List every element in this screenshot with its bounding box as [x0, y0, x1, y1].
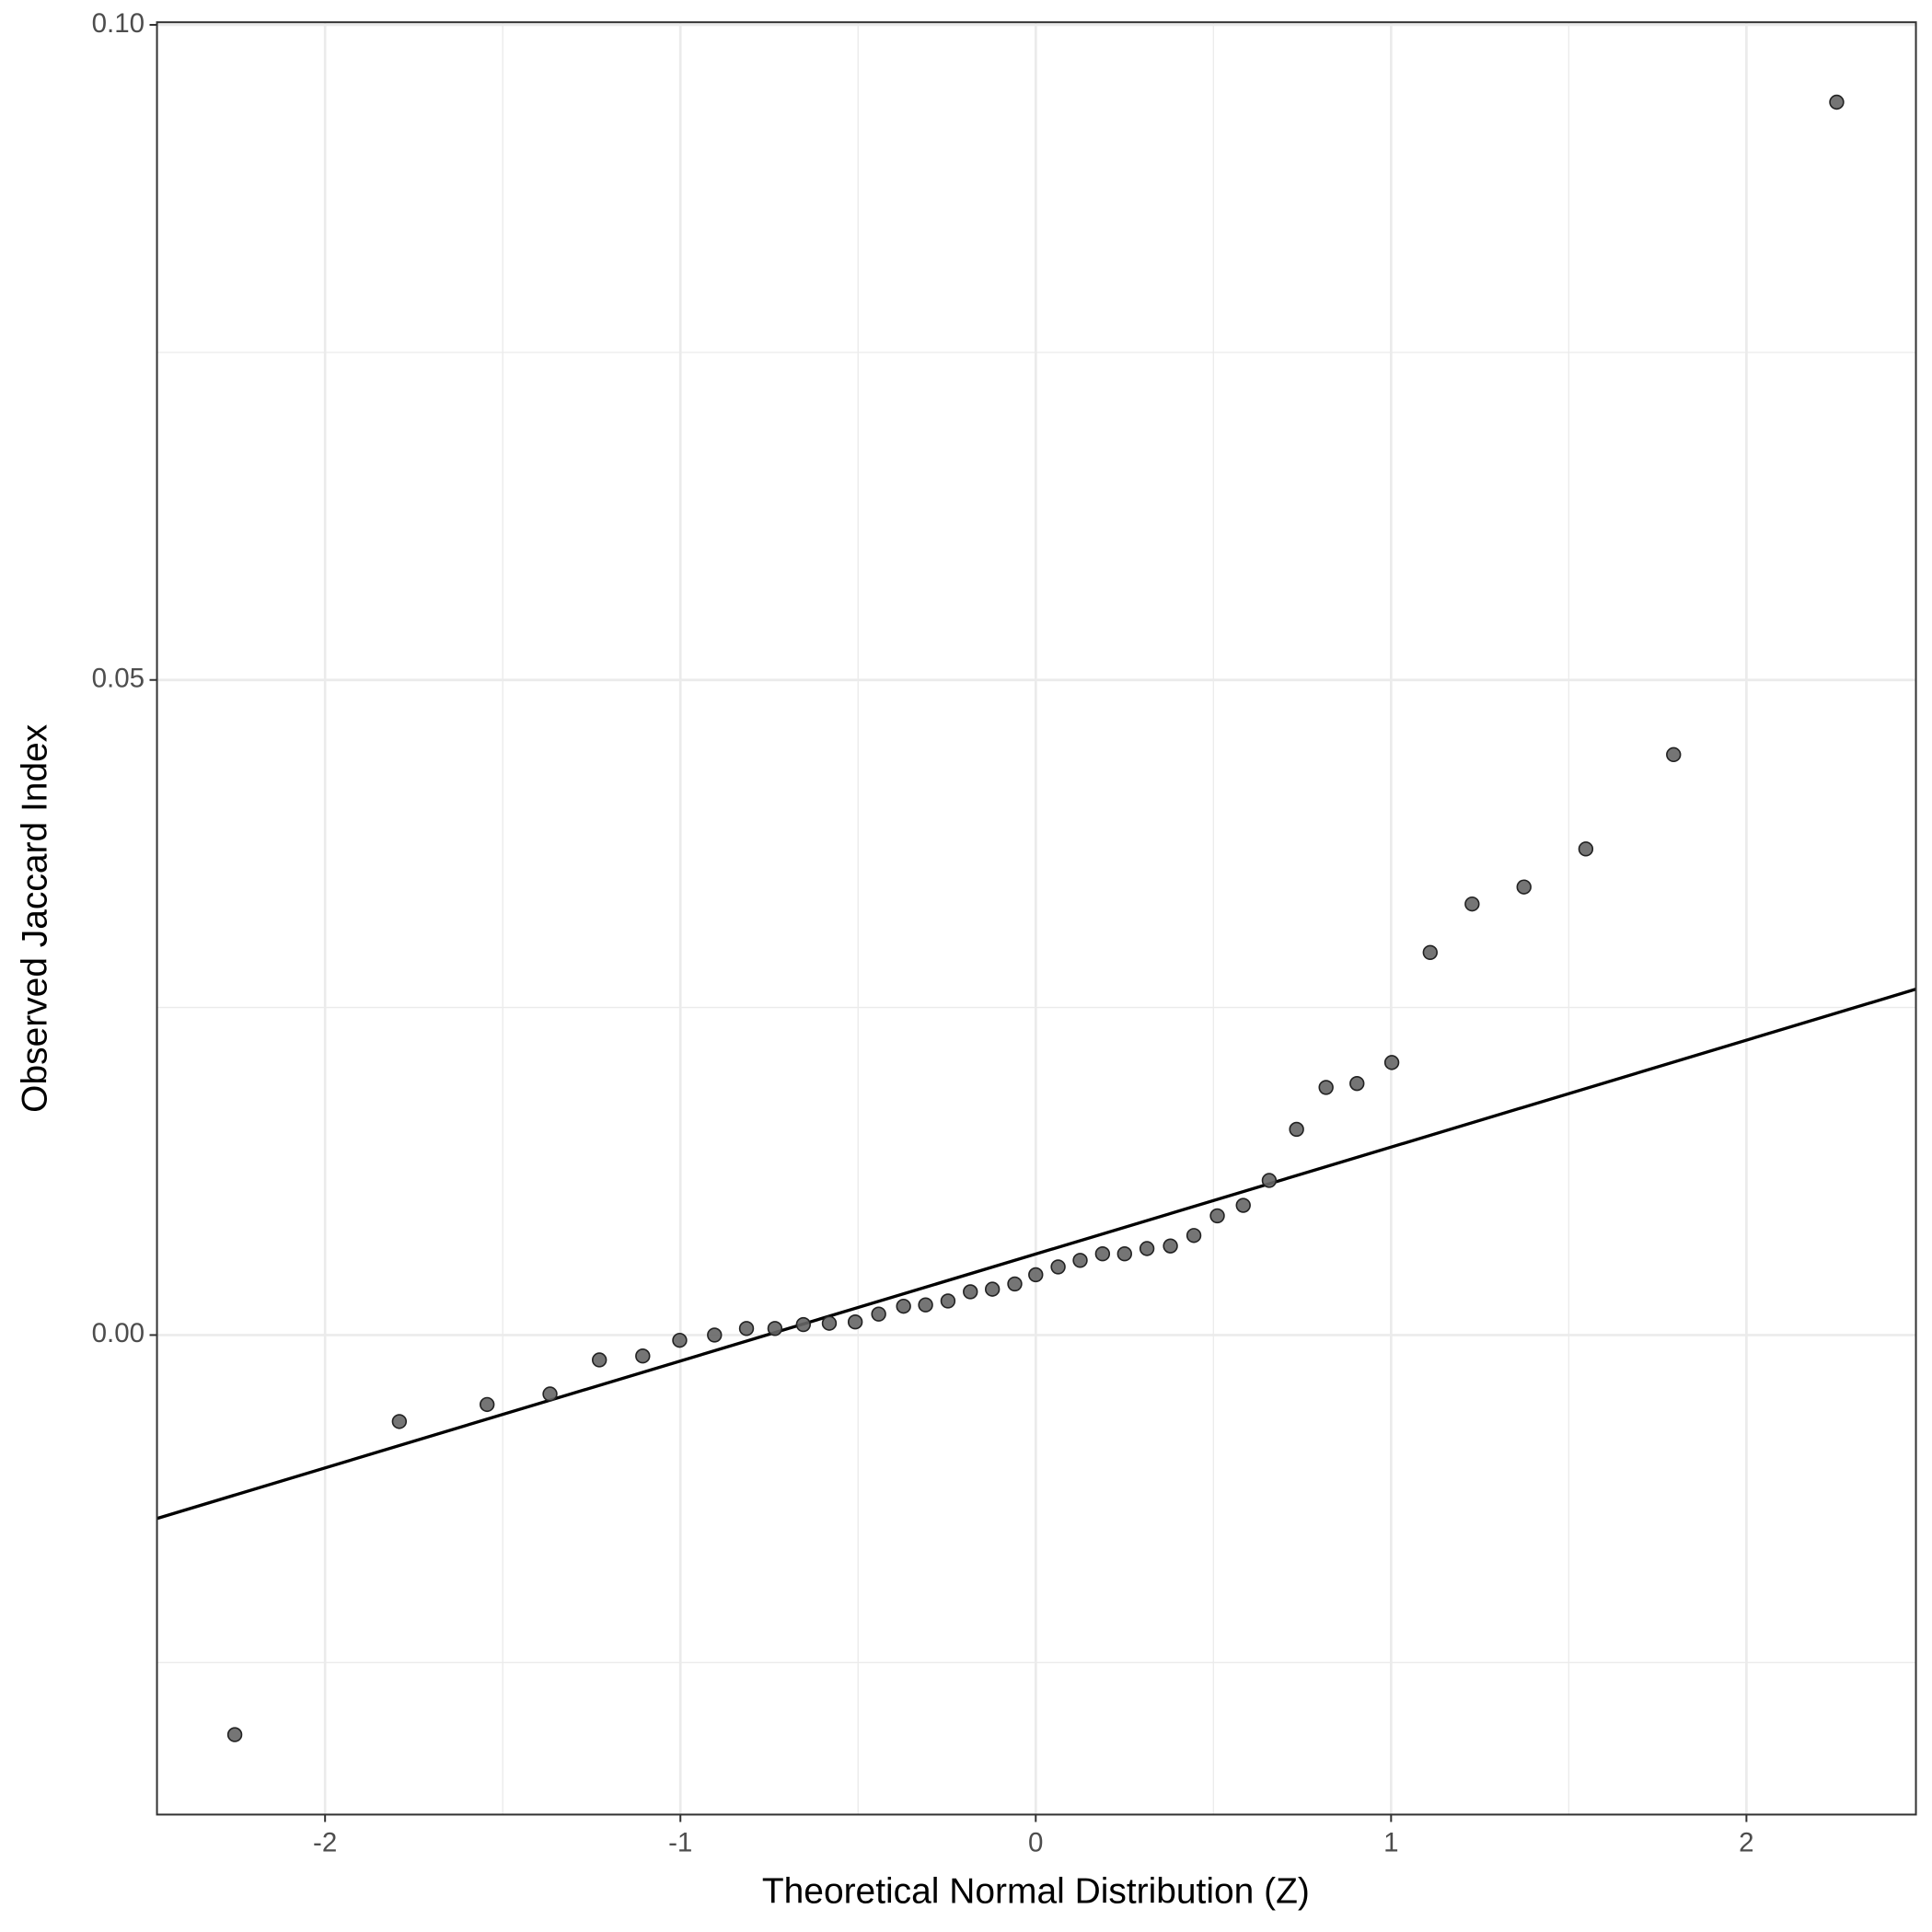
point — [1383, 1055, 1400, 1070]
point — [1318, 1080, 1334, 1095]
plot-border — [156, 21, 1917, 1816]
x-tick-label: 2 — [1739, 1827, 1753, 1857]
point — [1186, 1228, 1202, 1244]
point — [672, 1332, 688, 1348]
point — [767, 1321, 783, 1336]
y-tick-label: 0.00 — [92, 1318, 145, 1348]
point — [940, 1293, 956, 1309]
point — [1235, 1197, 1251, 1213]
point — [1072, 1253, 1088, 1268]
point — [896, 1298, 911, 1314]
point — [1209, 1208, 1225, 1224]
point — [1516, 879, 1532, 895]
point — [1829, 94, 1845, 110]
point — [1422, 944, 1438, 960]
point — [1116, 1246, 1132, 1262]
y-tick-label: 0.05 — [92, 664, 145, 694]
point — [391, 1414, 408, 1429]
point — [707, 1327, 723, 1343]
point — [847, 1314, 863, 1330]
x-tick-label: -1 — [668, 1827, 692, 1857]
x-axis-title: Theoretical Normal Distribution (Z) — [762, 1872, 1310, 1912]
point — [1007, 1276, 1023, 1292]
point — [1349, 1075, 1365, 1092]
x-tick-label: -2 — [313, 1827, 337, 1857]
point — [1578, 841, 1594, 857]
point — [1050, 1259, 1066, 1275]
y-tick-label: 0.10 — [92, 8, 145, 39]
point — [871, 1306, 886, 1322]
point — [1163, 1238, 1178, 1254]
x-tick-label: 1 — [1383, 1827, 1398, 1857]
point — [542, 1386, 558, 1402]
point — [1289, 1121, 1304, 1138]
point — [1666, 746, 1682, 763]
point — [592, 1352, 607, 1368]
point — [918, 1297, 933, 1313]
point — [821, 1315, 838, 1331]
point — [1139, 1241, 1155, 1256]
point — [1261, 1173, 1278, 1188]
x-tick-label: 0 — [1028, 1827, 1043, 1857]
point — [1028, 1267, 1044, 1283]
y-axis-title: Observed Jaccard Index — [16, 723, 55, 1113]
point — [963, 1284, 978, 1300]
point — [984, 1281, 1001, 1297]
point — [1464, 896, 1480, 912]
point — [480, 1396, 495, 1413]
point — [795, 1316, 811, 1333]
point — [738, 1321, 755, 1336]
reference-line — [156, 988, 1917, 1521]
point — [635, 1348, 651, 1364]
point — [1094, 1246, 1111, 1262]
point — [226, 1727, 243, 1742]
